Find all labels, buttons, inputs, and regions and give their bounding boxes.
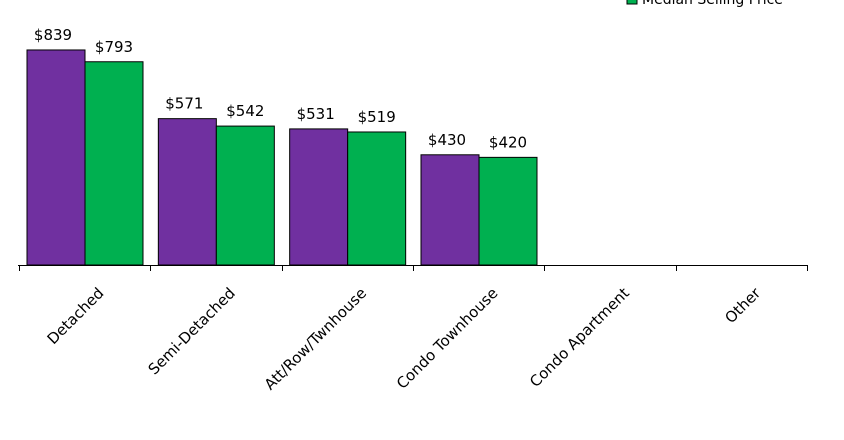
data-label-condo-townhouse-series-2: $420	[489, 133, 527, 151]
category-label-other: Other	[721, 284, 764, 327]
bar-condo-townhouse-series-1	[420, 154, 480, 266]
data-label-detached-series-1: $839	[34, 26, 72, 44]
data-label-condo-townhouse-series-1: $430	[428, 131, 466, 149]
bar-semi-detached-series-2	[215, 125, 275, 266]
bar-detached-series-1	[26, 49, 86, 266]
category-label-condo-townhouse: Condo Townhouse	[393, 284, 501, 392]
bar-semi-detached-series-1	[157, 118, 217, 266]
category-label-att-row-twnhouse: Att/Row/Twnhouse	[261, 284, 370, 393]
bar-att-row-twnhouse-series-2	[347, 131, 407, 266]
bar-detached-series-2	[84, 61, 144, 266]
category-label-detached: Detached	[44, 284, 108, 348]
legend-label-median-selling-price: Median Selling Price	[642, 0, 783, 8]
bar-att-row-twnhouse-series-1	[289, 128, 349, 266]
bar-condo-townhouse-series-2	[478, 156, 538, 266]
category-label-condo-apartment: Condo Apartment	[526, 284, 633, 391]
data-label-semi-detached-series-2: $542	[226, 102, 264, 120]
data-label-att-row-twnhouse-series-2: $519	[358, 108, 396, 126]
legend-swatch-median-selling-price	[626, 0, 638, 5]
chart-legend: Median Selling Price	[626, 0, 783, 8]
data-label-semi-detached-series-1: $571	[165, 95, 203, 113]
data-label-att-row-twnhouse-series-1: $531	[297, 105, 335, 123]
data-label-detached-series-2: $793	[95, 38, 133, 56]
category-label-semi-detached: Semi-Detached	[145, 284, 239, 378]
